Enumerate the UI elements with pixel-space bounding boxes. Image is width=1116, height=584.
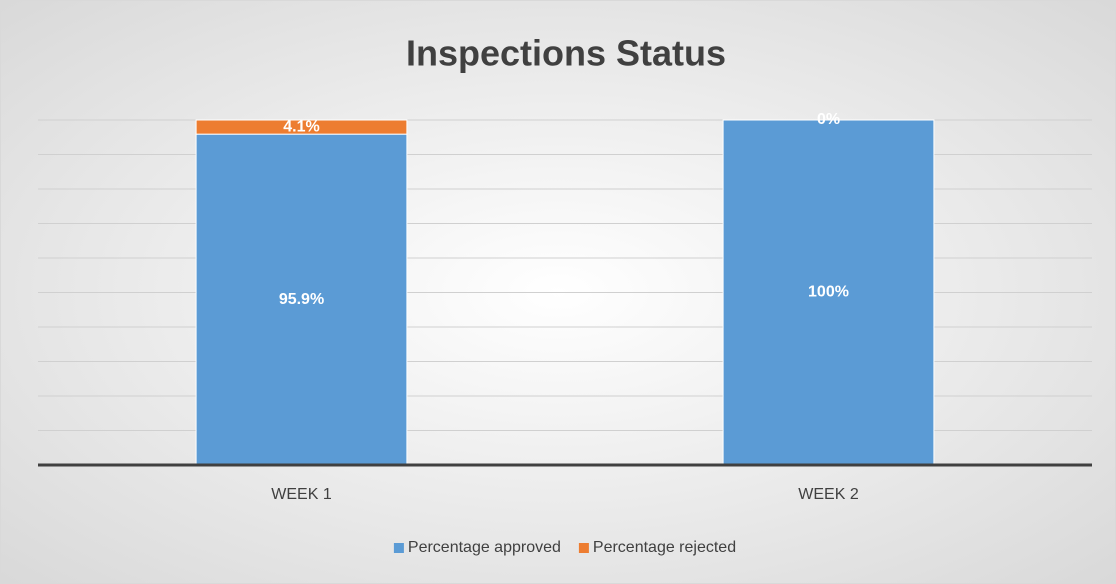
data-label: 95.9% (279, 291, 324, 308)
legend-item: Percentage rejected (578, 539, 736, 556)
data-label: 100% (808, 284, 849, 301)
bar-segment (722, 119, 935, 466)
chart-title: Inspections Status (406, 33, 726, 74)
data-label: 4.1% (283, 118, 319, 135)
legend-item: Percentage approved (393, 539, 561, 556)
bar-segment (195, 133, 408, 466)
legend-label: Percentage approved (408, 539, 561, 556)
bars (195, 119, 935, 466)
legend-swatch (578, 543, 589, 553)
legend-label: Percentage rejected (593, 539, 736, 556)
labels: 95.9% 4.1% WEEK 1 100% 0% WEEK 2 (38, 111, 1092, 503)
bar-segment (195, 119, 408, 135)
x-tick-label: WEEK 1 (271, 486, 332, 503)
data-label: 0% (817, 111, 840, 128)
legend-swatch (393, 543, 404, 553)
legend: Percentage approved Percentage rejected (393, 539, 736, 556)
x-tick-label: WEEK 2 (798, 486, 859, 503)
